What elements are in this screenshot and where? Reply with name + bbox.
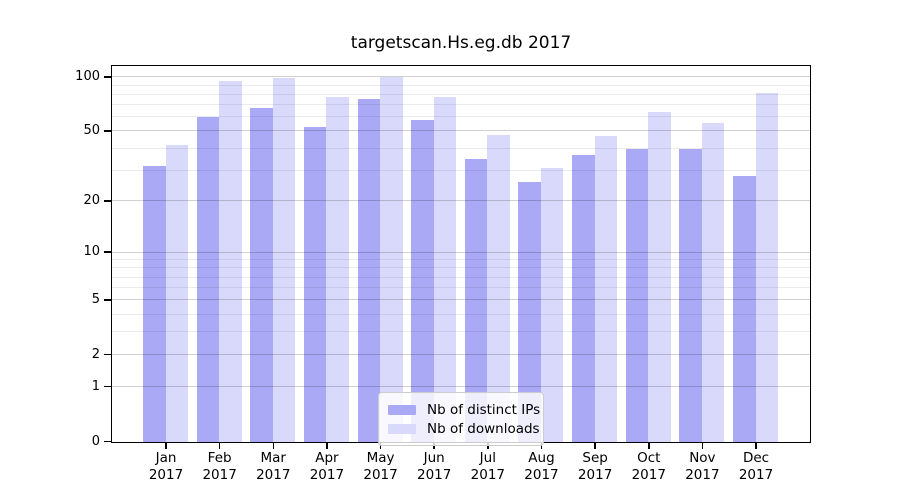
x-tick-label: Oct 2017 xyxy=(631,450,666,483)
bar-downloads-jun xyxy=(433,96,457,442)
bar-downloads-nov xyxy=(701,122,725,442)
bar-ips-dec xyxy=(733,175,756,442)
y-tick-label: 1 xyxy=(91,378,100,394)
y-tick-mark xyxy=(104,440,111,443)
y-tick-label: 50 xyxy=(83,122,100,138)
x-tick-mark xyxy=(379,443,382,449)
x-tick-label: May 2017 xyxy=(363,450,398,483)
x-tick-label: Mar 2017 xyxy=(256,450,291,483)
legend-swatch-downloads xyxy=(388,423,416,434)
bar-ips-feb xyxy=(196,117,220,442)
x-tick-mark xyxy=(326,443,328,449)
y-tick-mark xyxy=(104,385,111,388)
bar-ips-may xyxy=(357,98,381,442)
legend-swatch-distinct-ips xyxy=(388,404,416,415)
x-tick-mark xyxy=(487,443,489,449)
legend-label-distinct-ips: Nb of distinct IPs xyxy=(427,401,541,418)
gridline-minor xyxy=(112,267,810,269)
x-tick-mark xyxy=(540,443,543,449)
bar-ips-jan xyxy=(143,165,166,442)
bar-ips-sep xyxy=(572,154,595,442)
y-tick-mark xyxy=(104,200,111,202)
gridline-major xyxy=(112,200,810,202)
x-tick-mark xyxy=(701,443,704,449)
bar-downloads-may xyxy=(380,77,403,442)
legend-item-downloads: Nb of downloads xyxy=(388,420,540,437)
bar-ips-jun xyxy=(411,119,434,442)
gridline-minor xyxy=(112,313,810,315)
bar-ips-oct xyxy=(625,148,649,442)
bar-downloads-apr xyxy=(326,96,349,442)
x-tick-mark xyxy=(594,443,596,449)
x-tick-mark xyxy=(218,443,221,449)
gridline-major xyxy=(112,386,810,388)
x-tick-label: Jul 2017 xyxy=(470,450,505,483)
legend: Nb of distinct IPs Nb of downloads xyxy=(378,392,544,446)
gridline-major xyxy=(112,299,810,301)
y-tick-mark xyxy=(104,130,111,132)
gridline-major xyxy=(112,76,810,78)
legend-label-downloads: Nb of downloads xyxy=(427,420,540,437)
bar-downloads-dec xyxy=(755,92,779,442)
gridline-minor xyxy=(112,331,810,333)
x-tick-label: Feb 2017 xyxy=(202,450,237,483)
y-tick-mark xyxy=(104,76,111,78)
x-tick-label: Sep 2017 xyxy=(577,450,613,483)
gridline-minor xyxy=(112,116,810,118)
x-tick-mark xyxy=(433,443,435,449)
gridline-minor xyxy=(112,104,810,106)
gridline-minor xyxy=(112,276,810,278)
bar-downloads-mar xyxy=(272,78,296,442)
bar-downloads-jul xyxy=(487,134,510,442)
y-tick-label: 5 xyxy=(91,291,100,307)
x-tick-mark xyxy=(272,443,275,449)
gridline-major xyxy=(112,130,810,132)
x-tick-mark xyxy=(755,443,757,449)
x-tick-label: Nov 2017 xyxy=(685,450,720,483)
bar-downloads-aug xyxy=(540,168,564,442)
gridline-major xyxy=(112,251,810,253)
y-tick-mark xyxy=(104,251,111,253)
bar-downloads-jan xyxy=(165,144,188,442)
y-tick-label: 10 xyxy=(83,244,100,260)
y-tick-mark xyxy=(104,299,111,301)
x-tick-label: Dec 2017 xyxy=(738,450,774,483)
legend-item-distinct-ips: Nb of distinct IPs xyxy=(388,401,540,418)
bar-ips-mar xyxy=(250,107,273,442)
gridline-minor xyxy=(112,287,810,289)
bar-ips-jul xyxy=(464,158,488,442)
y-tick-label: 0 xyxy=(91,433,100,449)
bar-downloads-oct xyxy=(648,112,671,442)
x-tick-mark xyxy=(648,443,650,449)
x-tick-label: Jan 2017 xyxy=(148,450,184,483)
y-tick-mark xyxy=(104,353,111,356)
bar-downloads-sep xyxy=(594,136,618,442)
bar-ips-aug xyxy=(518,181,541,442)
y-tick-label: 100 xyxy=(75,68,100,84)
x-tick-label: Aug 2017 xyxy=(524,450,559,483)
gridline-minor xyxy=(112,169,810,171)
chart-title: targetscan.Hs.eg.db 2017 xyxy=(350,33,572,53)
x-tick-mark xyxy=(165,443,167,449)
x-tick-label: Jun 2017 xyxy=(417,450,452,483)
bar-ips-apr xyxy=(303,126,327,442)
gridline-major xyxy=(112,354,810,356)
y-tick-label: 2 xyxy=(91,346,100,362)
gridline-minor xyxy=(112,147,810,149)
gridline-minor xyxy=(112,259,810,261)
y-tick-label: 20 xyxy=(83,192,100,208)
bar-ips-nov xyxy=(679,148,702,442)
plot-area xyxy=(111,65,811,443)
x-tick-label: Apr 2017 xyxy=(309,450,345,483)
gridline-minor xyxy=(112,84,810,86)
gridline-minor xyxy=(112,93,810,95)
bar-downloads-feb xyxy=(219,81,242,442)
